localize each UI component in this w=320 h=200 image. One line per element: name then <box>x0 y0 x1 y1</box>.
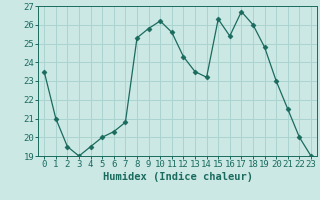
X-axis label: Humidex (Indice chaleur): Humidex (Indice chaleur) <box>103 172 252 182</box>
